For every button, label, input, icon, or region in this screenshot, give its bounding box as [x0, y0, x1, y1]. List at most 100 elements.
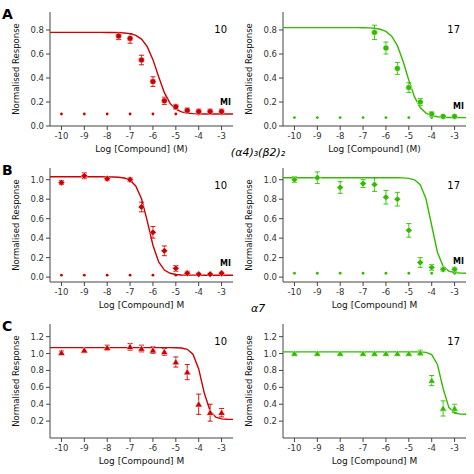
error-bar	[150, 77, 155, 87]
y-tick	[46, 199, 50, 200]
data-point	[337, 184, 344, 191]
y-tick-label: 0.8	[30, 194, 44, 204]
y-tick-label: 0.4	[30, 233, 44, 243]
x-tick-label: -9	[80, 131, 88, 141]
plot-area	[50, 343, 233, 421]
data-point	[104, 175, 111, 182]
x-tick-label: -6	[382, 287, 390, 297]
y-tick	[279, 421, 283, 422]
data-point	[337, 350, 344, 356]
panel-texts: 10	[214, 336, 227, 347]
y-tick	[279, 387, 283, 388]
x-tick	[152, 126, 153, 130]
x-tick	[408, 438, 409, 442]
y-tick	[46, 370, 50, 371]
data-point	[406, 85, 412, 91]
y-tick	[279, 102, 283, 103]
data-point	[428, 264, 435, 271]
data-point	[291, 176, 298, 183]
y-tick	[46, 277, 50, 278]
x-tick	[363, 126, 364, 130]
error-bar	[219, 109, 224, 114]
mi-point	[407, 116, 410, 119]
mi-point	[293, 116, 296, 119]
error-bar	[372, 25, 377, 39]
y-tick-label: 0.2	[263, 253, 277, 263]
y-tick	[46, 218, 50, 219]
y-tick-label: 0.0	[263, 121, 277, 131]
x-tick-label: -10	[54, 131, 68, 141]
data-point	[195, 401, 202, 407]
error-bar	[82, 173, 87, 179]
x-tick-label: -5	[172, 443, 180, 453]
x-tick	[152, 438, 153, 442]
data-point	[81, 172, 88, 179]
data-point	[371, 181, 378, 188]
y-tick-label: 0.6	[30, 382, 44, 392]
x-tick-label: -9	[80, 287, 88, 297]
data-point	[314, 174, 321, 181]
x-tick-label: -4	[427, 443, 435, 453]
x-tick-label: -6	[382, 131, 390, 141]
y-tick	[46, 387, 50, 388]
data-point	[452, 113, 458, 119]
x-tick	[454, 282, 455, 286]
data-point	[429, 111, 435, 117]
data-point	[383, 194, 390, 201]
x-tick-label: -3	[217, 131, 225, 141]
data-point	[394, 350, 401, 356]
x-tick-label: -7	[359, 131, 367, 141]
y-tick	[46, 102, 50, 103]
x-tick	[385, 126, 386, 130]
data-point	[172, 265, 179, 272]
panel: -10-9-8-7-6-5-4-30.00.20.40.60.8Log [Com…	[2, 6, 233, 154]
plot-area	[283, 172, 466, 275]
y-tick	[46, 404, 50, 405]
data-point	[440, 405, 447, 411]
mi-point	[385, 116, 388, 119]
x-tick	[408, 282, 409, 286]
error-bar	[150, 226, 155, 238]
x-tick-label: -10	[287, 443, 301, 453]
error-bar	[196, 109, 201, 114]
data-point	[405, 350, 412, 356]
mi-point	[83, 274, 86, 277]
data-point	[382, 350, 389, 356]
x-tick-label: -7	[126, 287, 134, 297]
x-tick-label: -10	[287, 287, 301, 297]
data-point	[371, 350, 378, 356]
error-bar	[418, 98, 423, 105]
mi-point	[339, 116, 342, 119]
error-bar	[395, 62, 400, 74]
plot-area	[283, 349, 466, 416]
data-point	[394, 65, 400, 71]
y-axis-line	[50, 12, 51, 126]
fit-curve	[283, 28, 466, 118]
compound-label: 17	[447, 180, 460, 191]
data-point	[417, 349, 424, 355]
x-tick-label: -3	[450, 287, 458, 297]
y-axis-label: Normalised Response	[11, 179, 21, 271]
error-bar	[139, 55, 144, 65]
x-tick-label: -9	[313, 443, 321, 453]
x-tick-label: -3	[217, 287, 225, 297]
data-point	[207, 109, 213, 115]
data-point	[58, 349, 65, 355]
x-tick	[454, 126, 455, 130]
y-tick-label: 0.8	[263, 194, 277, 204]
x-tick-label: -8	[336, 287, 344, 297]
y-tick-label: 0.0	[30, 272, 44, 282]
x-axis-line	[50, 126, 233, 127]
y-tick-label: 1.0	[30, 349, 44, 359]
error-bar	[418, 258, 423, 268]
data-point	[218, 409, 225, 415]
data-point	[417, 259, 424, 266]
data-point	[139, 57, 145, 63]
x-tick-label: -4	[194, 287, 202, 297]
data-point	[150, 79, 156, 85]
x-tick	[363, 438, 364, 442]
x-tick-label: -7	[126, 443, 134, 453]
fit-curve	[50, 348, 233, 420]
x-tick	[221, 126, 222, 130]
y-tick	[279, 404, 283, 405]
